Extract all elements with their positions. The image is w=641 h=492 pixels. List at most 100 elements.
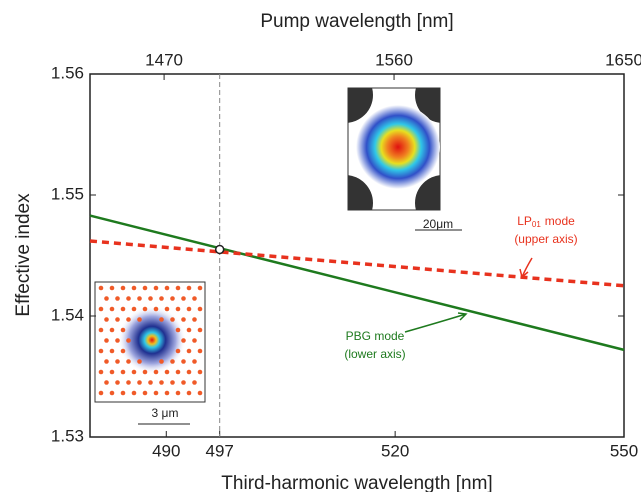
lattice-dot	[104, 380, 109, 385]
annotation-arrow	[404, 312, 468, 333]
annotation: LP01 mode	[517, 214, 575, 229]
lattice-dot	[192, 359, 197, 364]
lattice-dot	[109, 390, 115, 396]
y-tick-label: 1.54	[51, 305, 84, 324]
x-tick-label: 497	[205, 441, 233, 460]
lattice-dot	[186, 306, 192, 312]
lattice-dot	[181, 359, 186, 364]
lattice-dot	[153, 306, 159, 312]
lattice-dot	[175, 348, 181, 354]
lattice-dot	[170, 359, 175, 364]
lattice-dot	[104, 359, 109, 364]
lattice-dot	[109, 306, 115, 312]
lattice-dot	[175, 327, 181, 333]
lattice-dot	[109, 348, 115, 354]
annotation-part: 01	[532, 220, 541, 229]
lattice-dot	[98, 285, 104, 291]
inset-fiber-core	[347, 87, 462, 231]
lattice-dot	[181, 380, 186, 385]
lattice-dot	[120, 369, 126, 375]
lattice-dot	[98, 327, 104, 333]
lattice-dot	[164, 306, 170, 312]
lattice-dot	[175, 369, 181, 375]
lattice-dot	[115, 317, 120, 322]
lattice-dot	[109, 285, 115, 291]
lattice-dot	[197, 390, 203, 396]
lattice-dot	[104, 338, 109, 343]
lattice-dot	[98, 369, 104, 375]
inset-pbg	[94, 281, 206, 425]
lattice-dot	[197, 306, 203, 312]
lattice-dot	[175, 306, 181, 312]
x-axis-label: Third-harmonic wavelength [nm]	[221, 473, 492, 492]
lattice-dot	[104, 317, 109, 322]
y-tick-label: 1.56	[51, 63, 84, 82]
lattice-dot	[120, 327, 126, 333]
lattice-dot	[120, 390, 126, 396]
lattice-dot	[115, 338, 120, 343]
lattice-dot	[159, 380, 164, 385]
inset-scale-label: 20μm	[423, 217, 453, 231]
lattice-dot	[192, 380, 197, 385]
lattice-dot	[197, 285, 203, 291]
lattice-dot	[148, 296, 153, 301]
lattice-dot	[175, 285, 181, 291]
lattice-dot	[120, 306, 126, 312]
lattice-dot	[142, 390, 148, 396]
lattice-dot	[186, 327, 192, 333]
lattice-dot	[137, 296, 142, 301]
lattice-dot	[109, 327, 115, 333]
lattice-dot	[170, 317, 175, 322]
inset-scale-label: 3 μm	[152, 406, 179, 420]
marker-point	[214, 244, 225, 255]
lattice-dot	[131, 306, 137, 312]
lattice-dot	[126, 380, 131, 385]
lattice-dot	[159, 296, 164, 301]
lattice-dot	[181, 317, 186, 322]
x2-tick-label: 1650	[605, 50, 641, 69]
y-tick-label: 1.55	[51, 184, 84, 203]
lattice-dot	[109, 369, 115, 375]
plot-frame	[89, 73, 625, 438]
lattice-dot	[164, 390, 170, 396]
lattice-dot	[164, 285, 170, 291]
lattice-dot	[126, 317, 131, 322]
annotation: (lower axis)	[344, 347, 405, 361]
lattice-dot	[186, 285, 192, 291]
lattice-dot	[126, 296, 131, 301]
x-tick-label: 520	[381, 441, 409, 460]
x2-tick-label: 1470	[145, 50, 183, 69]
lattice-dot	[131, 285, 137, 291]
y-tick-label: 1.53	[51, 426, 84, 445]
lattice-dot	[142, 369, 148, 375]
x2-tick-label: 1560	[375, 50, 413, 69]
lattice-dot	[181, 338, 186, 343]
x-tick-label: 550	[610, 441, 638, 460]
lattice-dot	[98, 390, 104, 396]
lattice-dot	[115, 380, 120, 385]
x2-axis-label: Pump wavelength [nm]	[260, 11, 453, 32]
lattice-dot	[197, 327, 203, 333]
lattice-dot	[104, 296, 109, 301]
annotation-arrow	[519, 257, 533, 279]
lattice-dot	[131, 369, 137, 375]
lattice-dot	[137, 359, 142, 364]
series-line	[89, 214, 625, 352]
lattice-dot	[175, 390, 181, 396]
lattice-dot	[181, 296, 186, 301]
lattice-dot	[142, 306, 148, 312]
lattice-dot	[170, 380, 175, 385]
lattice-dot	[98, 348, 104, 354]
lattice-dot	[115, 296, 120, 301]
annotation: (upper axis)	[514, 232, 577, 246]
series-line	[89, 239, 625, 288]
lattice-dot	[120, 285, 126, 291]
lattice-dot	[137, 317, 142, 322]
lattice-dot	[98, 306, 104, 312]
x-tick-label: 490	[152, 441, 180, 460]
lattice-dot	[120, 348, 126, 354]
lattice-dot	[197, 348, 203, 354]
y-axis-label: Effective index	[13, 193, 34, 317]
lattice-dot	[137, 380, 142, 385]
